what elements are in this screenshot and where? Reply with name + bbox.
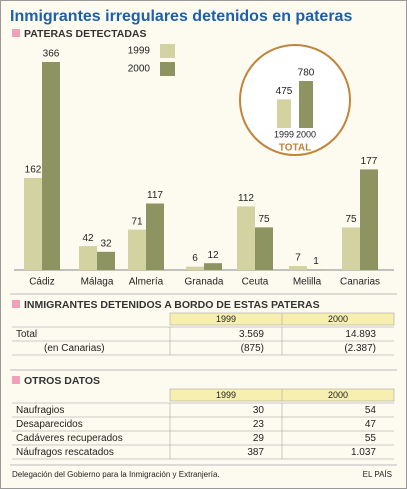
inset-value-label: 780 [298,68,315,79]
row-label: Total [16,329,37,340]
bar [342,227,360,270]
value-label: 6 [192,253,198,264]
cell: 29 [253,433,265,444]
cell: 1.037 [351,447,376,458]
inset-value-label: 475 [276,86,293,97]
value-label: 162 [25,165,42,176]
bar [79,246,97,270]
cell: 3.569 [239,329,264,340]
value-label: 7 [295,253,301,264]
value-label: 12 [207,250,219,261]
cell: 387 [247,447,264,458]
column-header: 2000 [328,390,348,400]
row-label: Naufragios [16,405,64,416]
value-label: 366 [43,49,60,60]
x-tick-label: Almería [129,277,164,288]
bar [186,266,204,270]
bar [146,203,164,270]
x-tick-label: Melilla [293,277,322,288]
inset-title: TOTAL [279,143,311,154]
bar [128,229,146,270]
cell: 23 [253,419,265,430]
bar [204,263,222,270]
cell: 55 [365,433,377,444]
cell: 30 [253,405,265,416]
value-label: 1 [313,256,319,267]
chart-title: PATERAS DETECTADAS [24,28,147,40]
legend-swatch [160,62,175,76]
x-tick-label: Ceuta [242,277,269,288]
legend-label: 2000 [128,64,151,75]
inset-circle [239,44,351,156]
value-label: 32 [100,238,112,249]
column-header: 2000 [328,314,348,324]
cell: 47 [365,419,377,430]
credit: EL PAÍS [363,470,392,479]
value-label: 75 [258,214,270,225]
bar [24,177,42,270]
value-label: 177 [361,156,378,167]
inset-bar [277,99,291,128]
row-label: Desaparecidos [16,419,83,430]
bar [289,266,307,270]
title: Inmigrantes irregulares detenidos en pat… [10,8,352,25]
row-label: Náufragos rescatados [16,447,114,458]
bar [255,227,273,270]
cell: 54 [365,405,377,416]
row-label: (en Canarias) [44,343,105,354]
inset-category: 2000 [296,129,316,139]
value-label: 71 [131,216,143,227]
cell: (875) [241,343,264,354]
bar [42,62,60,270]
column-header: 1999 [216,390,236,400]
bar [97,251,115,270]
inset-category: 1999 [274,129,294,139]
section-title: INMIGRANTES DETENIDOS A BORDO DE ESTAS P… [24,299,320,311]
legend-swatch [160,44,175,58]
value-label: 42 [82,233,94,244]
value-label: 112 [238,193,254,204]
value-label: 75 [345,214,357,225]
column-header: 1999 [216,314,236,324]
cell: (2.387) [344,343,376,354]
section-marker [12,29,20,37]
bar [307,269,325,270]
bar [237,206,255,270]
legend-label: 1999 [128,46,151,57]
source: Delegación del Gobierno para la Inmigrac… [12,470,220,479]
cell: 14.893 [345,329,376,340]
x-tick-label: Granada [185,277,224,288]
row-label: Cadáveres recuperados [16,433,123,444]
x-tick-label: Cádiz [29,277,55,288]
section-marker [12,300,20,308]
inset-bar [299,81,313,128]
bar [360,169,378,270]
section-marker [12,376,20,384]
x-tick-label: Málaga [81,277,114,288]
value-label: 117 [147,190,163,201]
section-title: OTROS DATOS [24,375,100,387]
x-tick-label: Canarias [340,277,380,288]
